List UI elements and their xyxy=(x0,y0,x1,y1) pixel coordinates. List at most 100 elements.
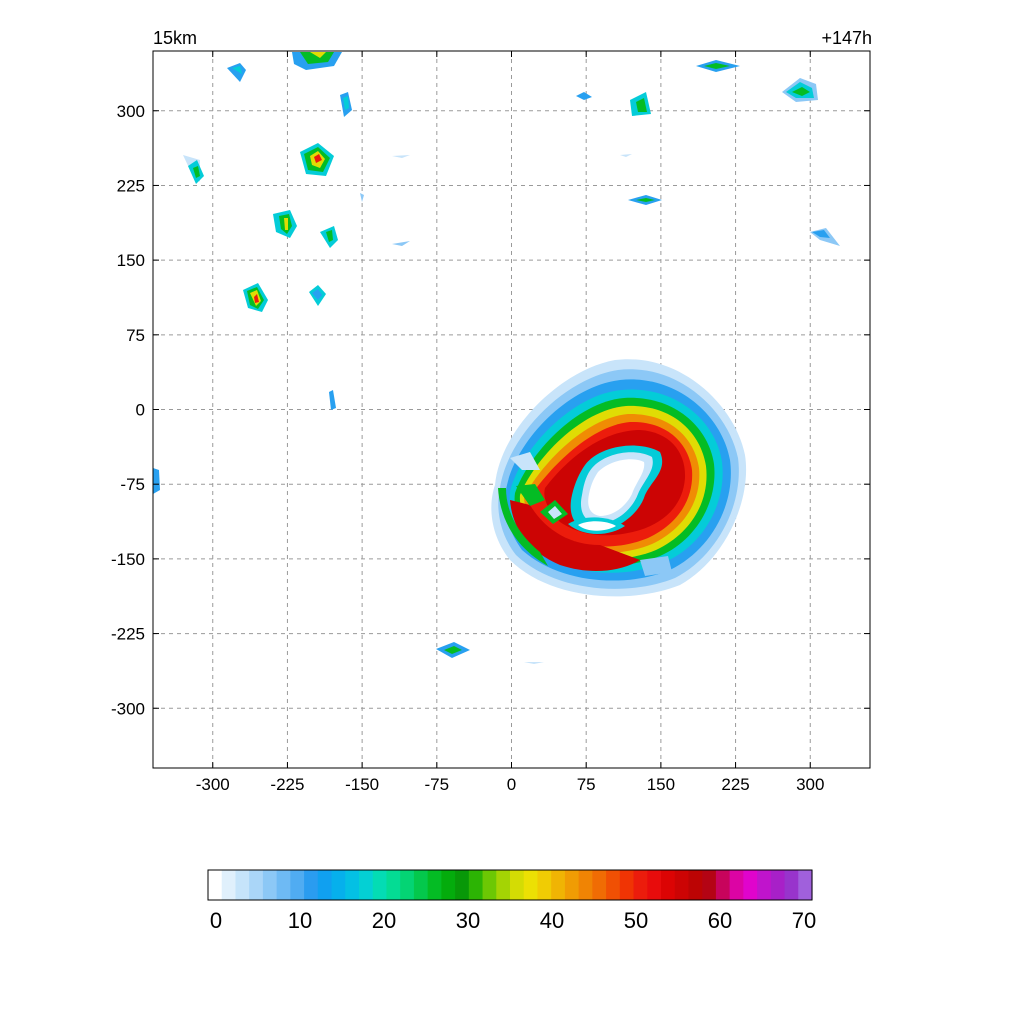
colorbar-swatch xyxy=(262,870,278,900)
cell-nw-top xyxy=(292,52,342,70)
colorbar-swatch xyxy=(564,870,580,900)
colorbar-swatch xyxy=(523,870,539,900)
y-tick-label: -150 xyxy=(111,550,145,569)
cell-tiny-streaks xyxy=(360,154,632,664)
colorbar-swatch xyxy=(606,870,621,900)
colorbar-swatch xyxy=(208,870,223,900)
x-tick-label: 75 xyxy=(577,775,596,794)
colorbar-swatch xyxy=(276,870,291,900)
ring-sw-notch xyxy=(516,484,545,506)
colorbar-swatch xyxy=(688,870,703,900)
colorbar-swatch xyxy=(633,870,648,900)
colorbar-swatch xyxy=(304,870,319,900)
colorbar-swatch xyxy=(290,870,305,900)
colorbar-swatch xyxy=(331,870,346,900)
title-left: 15km xyxy=(153,28,197,48)
colorbar-swatch xyxy=(345,870,360,900)
colorbar-swatch xyxy=(592,870,607,900)
cell-340 xyxy=(227,63,246,82)
colorbar-swatch xyxy=(441,870,456,900)
cell-238 xyxy=(183,155,204,184)
colorbar-swatch xyxy=(647,870,662,900)
x-tick-label: 225 xyxy=(721,775,749,794)
colorbar-swatch xyxy=(551,870,566,900)
cell-10 xyxy=(329,390,336,410)
colorbar xyxy=(207,869,813,901)
cell-top-mid xyxy=(630,92,651,116)
y-axis: 300 225 150 75 0 -75 -150 -225 -300 xyxy=(111,102,870,718)
y-tick-label: 0 xyxy=(136,401,145,420)
x-tick-label: -225 xyxy=(270,775,304,794)
cell-115 xyxy=(243,283,268,312)
cell-315 xyxy=(576,92,592,100)
convective-cells xyxy=(153,52,840,664)
colorbar-tick-label: 60 xyxy=(708,908,732,933)
colorbar-swatch xyxy=(317,870,333,900)
colorbar-tick-label: 0 xyxy=(210,908,222,933)
eyewall-ring xyxy=(491,359,747,597)
cell-175 xyxy=(320,226,338,248)
colorbar-swatch xyxy=(715,870,731,900)
precip-field xyxy=(153,52,840,664)
colorbar-swatch xyxy=(249,870,264,900)
colorbar-swatch xyxy=(702,870,717,900)
x-tick-label: 150 xyxy=(647,775,675,794)
title-right: +147h xyxy=(821,28,872,48)
colorbar-swatch xyxy=(537,870,552,900)
x-tick-label: -75 xyxy=(425,775,450,794)
colorbar-swatch xyxy=(455,870,470,900)
colorbar-tick-label: 20 xyxy=(372,908,396,933)
cell-240s xyxy=(436,642,470,658)
colorbar-swatch xyxy=(359,870,374,900)
y-tick-label: -75 xyxy=(120,475,145,494)
ring-west-tail xyxy=(510,500,640,572)
x-tick-label: 0 xyxy=(507,775,516,794)
colorbar-swatch xyxy=(578,870,593,900)
x-tick-label: 300 xyxy=(796,775,824,794)
cell-streak-top xyxy=(696,60,740,72)
ring-tail-green xyxy=(498,488,548,566)
colorbar-swatch xyxy=(784,870,799,900)
colorbar-tick-label: 40 xyxy=(540,908,564,933)
colorbar-swatch xyxy=(661,870,676,900)
plot-background xyxy=(153,51,870,768)
colorbar-tick-label: 10 xyxy=(288,908,312,933)
y-tick-label: -225 xyxy=(111,625,145,644)
colorbar-swatch xyxy=(386,870,401,900)
colorbar-swatch xyxy=(743,870,758,900)
colorbar-swatch xyxy=(482,870,497,900)
colorbar-swatch xyxy=(510,870,525,900)
eye-south-gap-clear xyxy=(578,521,616,531)
cell-210 xyxy=(628,195,662,205)
cell-top-right xyxy=(782,78,818,102)
ring-outer-streak xyxy=(510,452,540,470)
y-tick-label: 225 xyxy=(117,176,145,195)
ring-se-patch xyxy=(640,556,672,576)
y-tick-label: 75 xyxy=(126,326,145,345)
colorbar-labels: 0 10 20 30 40 50 60 70 xyxy=(210,908,816,933)
colorbar-swatch xyxy=(221,870,237,900)
colorbar-frame xyxy=(207,869,813,901)
x-axis: -300 -225 -150 -75 0 75 150 225 300 xyxy=(196,51,824,794)
colorbar-swatch xyxy=(496,870,511,900)
colorbar-swatch xyxy=(770,870,786,900)
colorbar-tick-label: 70 xyxy=(792,908,816,933)
cell-185 xyxy=(273,210,297,238)
y-tick-label: 150 xyxy=(117,251,145,270)
colorbar-swatch xyxy=(235,870,250,900)
colorbar-swatch xyxy=(413,870,429,900)
eye-clear xyxy=(588,459,645,516)
cell-edge-left xyxy=(153,468,160,494)
ring-notch-clear xyxy=(548,506,562,519)
cell-255 xyxy=(300,143,334,176)
cell-115b xyxy=(309,285,326,306)
colorbar-swatch xyxy=(468,870,484,900)
colorbar-swatch xyxy=(400,870,415,900)
colorbar-swatch xyxy=(757,870,772,900)
cell-305 xyxy=(340,92,352,117)
cell-175e xyxy=(810,228,840,246)
x-tick-label: -150 xyxy=(345,775,379,794)
colorbar-tick-label: 50 xyxy=(624,908,648,933)
y-tick-label: 300 xyxy=(117,102,145,121)
